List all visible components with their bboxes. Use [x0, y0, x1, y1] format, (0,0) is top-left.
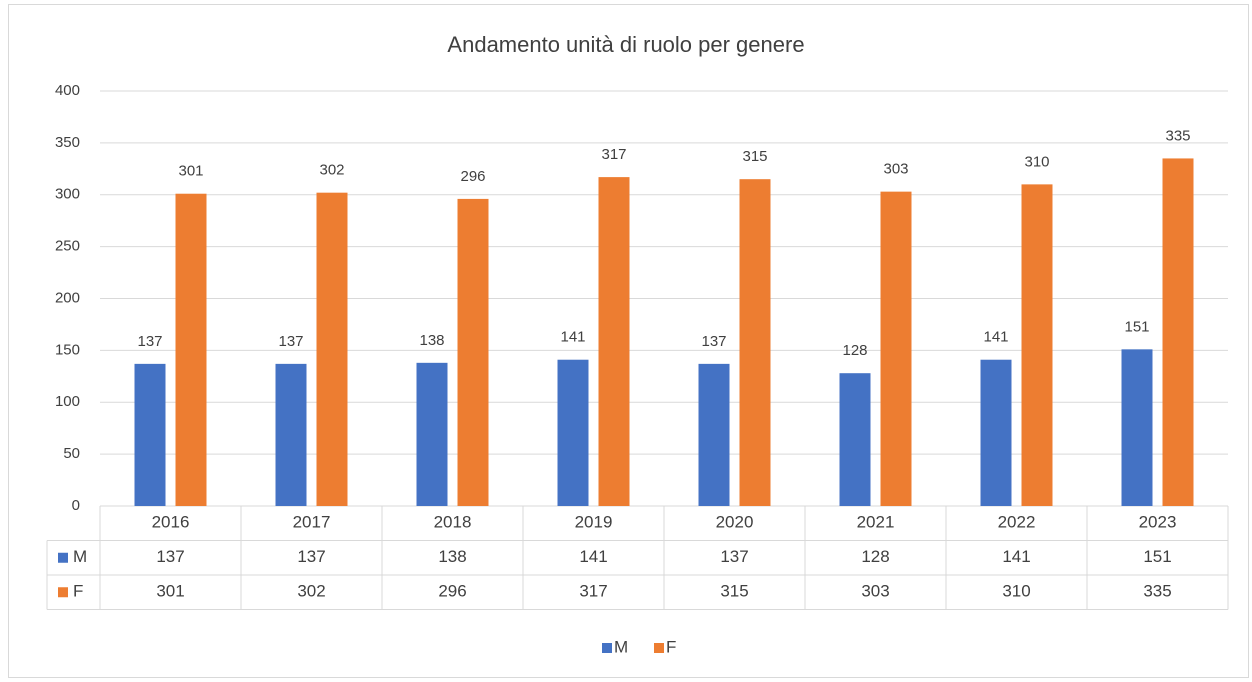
bar [275, 363, 307, 506]
x-tick-label: 2022 [998, 513, 1036, 532]
x-tick-label: 2018 [434, 513, 472, 532]
data-label: 302 [319, 162, 344, 179]
table-cell: 301 [156, 582, 184, 601]
y-tick-label: 100 [55, 393, 80, 410]
y-tick-label: 50 [63, 445, 80, 462]
y-tick-label: 300 [55, 186, 80, 203]
x-tick-label: 2023 [1139, 513, 1177, 532]
data-label: 137 [701, 333, 726, 350]
data-label: 137 [137, 333, 162, 350]
data-label: 141 [983, 329, 1008, 346]
bar [416, 362, 448, 506]
table-cell: 128 [861, 547, 889, 566]
data-label: 128 [842, 342, 867, 359]
y-tick-label: 200 [55, 289, 80, 306]
data-label: 310 [1024, 153, 1049, 170]
table-row-label: F [73, 582, 83, 601]
data-label: 315 [742, 148, 767, 165]
y-tick-label: 350 [55, 134, 80, 151]
y-tick-label: 0 [72, 497, 80, 514]
table-cell: 335 [1143, 582, 1171, 601]
data-label: 301 [178, 163, 203, 180]
x-tick-label: 2019 [575, 513, 613, 532]
bar [1021, 184, 1053, 506]
table-cell: 310 [1002, 582, 1030, 601]
bar [839, 373, 871, 506]
bar [175, 193, 207, 506]
table-cell: 303 [861, 582, 889, 601]
table-cell: 296 [438, 582, 466, 601]
data-label: 317 [601, 146, 626, 163]
data-label: 335 [1165, 127, 1190, 144]
table-key [58, 587, 68, 598]
y-tick-label: 150 [55, 341, 80, 358]
chart-title: Andamento unità di ruolo per genere [447, 32, 804, 57]
legend-key [602, 643, 612, 653]
table-key [58, 552, 68, 563]
bar [880, 191, 912, 506]
data-label: 138 [419, 332, 444, 349]
data-label: 151 [1124, 318, 1149, 335]
table-cell: 141 [1002, 547, 1030, 566]
table-cell: 151 [1143, 547, 1171, 566]
bar [980, 359, 1012, 506]
legend-label: M [614, 637, 628, 656]
table-cell: 315 [720, 582, 748, 601]
bar [698, 363, 730, 506]
bar [739, 179, 771, 506]
x-tick-label: 2017 [293, 513, 331, 532]
x-tick-label: 2020 [716, 513, 754, 532]
data-label: 141 [560, 329, 585, 346]
bar [598, 177, 630, 507]
y-tick-label: 250 [55, 238, 80, 255]
bar [557, 359, 589, 506]
table-cell: 138 [438, 547, 466, 566]
bar [134, 363, 166, 506]
legend-label: F [666, 637, 676, 656]
table-cell: 141 [579, 547, 607, 566]
bar [1162, 158, 1194, 506]
table-cell: 137 [720, 547, 748, 566]
table-cell: 317 [579, 582, 607, 601]
table-row-label: M [73, 547, 87, 566]
table-cell: 137 [156, 547, 184, 566]
x-tick-label: 2016 [152, 513, 190, 532]
legend-key [654, 643, 664, 653]
table-cell: 137 [297, 547, 325, 566]
bar [1121, 349, 1153, 506]
x-tick-label: 2021 [857, 513, 895, 532]
table-cell: 302 [297, 582, 325, 601]
bar [457, 198, 489, 506]
y-tick-label: 400 [55, 82, 80, 99]
bar [316, 192, 348, 507]
data-label: 303 [883, 161, 908, 178]
data-label: 137 [278, 333, 303, 350]
data-label: 296 [460, 168, 485, 185]
